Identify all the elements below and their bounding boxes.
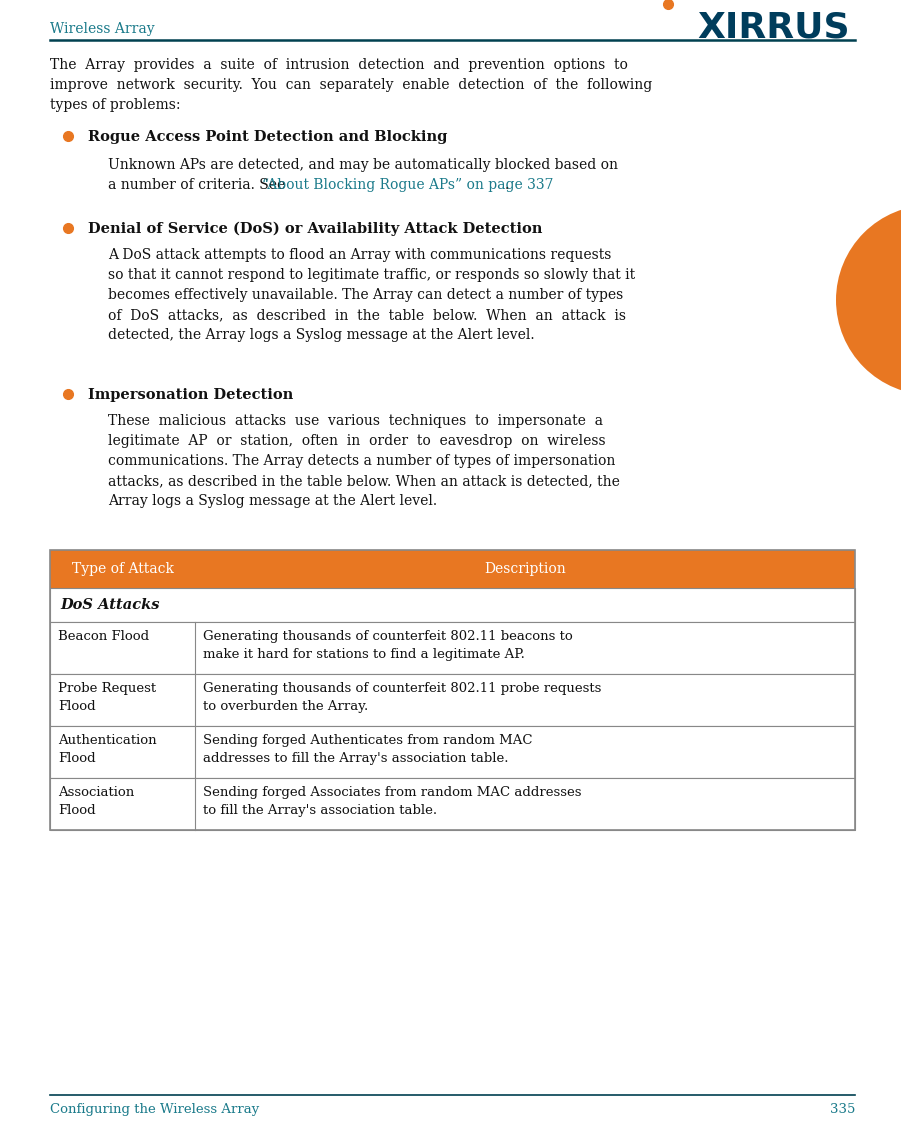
Bar [50, 778, 855, 830]
Text: communications. The Array detects a number of types of impersonation: communications. The Array detects a numb… [108, 454, 615, 468]
Text: Generating thousands of counterfeit 802.11 probe requests
to overburden the Arra: Generating thousands of counterfeit 802.… [203, 682, 601, 713]
Text: legitimate  AP  or  station,  often  in  order  to  eavesdrop  on  wireless: legitimate AP or station, often in order… [108, 434, 605, 448]
Bar [50, 550, 855, 830]
Text: 335: 335 [830, 1103, 855, 1117]
Text: Association
Flood: Association Flood [58, 786, 134, 818]
Text: Probe Request
Flood: Probe Request Flood [58, 682, 156, 713]
Bar [50, 674, 855, 727]
Text: Denial of Service (DoS) or Availability Attack Detection: Denial of Service (DoS) or Availability … [88, 222, 542, 236]
Bar [50, 588, 855, 622]
Text: Impersonation Detection: Impersonation Detection [88, 388, 293, 402]
Text: Sending forged Authenticates from random MAC
addresses to fill the Array's assoc: Sending forged Authenticates from random… [203, 735, 532, 765]
Text: The  Array  provides  a  suite  of  intrusion  detection  and  prevention  optio: The Array provides a suite of intrusion … [50, 58, 628, 72]
Text: attacks, as described in the table below. When an attack is detected, the: attacks, as described in the table below… [108, 474, 620, 488]
Text: improve  network  security.  You  can  separately  enable  detection  of  the  f: improve network security. You can separa… [50, 78, 652, 92]
Text: Configuring the Wireless Array: Configuring the Wireless Array [50, 1103, 259, 1117]
Bar [50, 727, 855, 778]
Text: of  DoS  attacks,  as  described  in  the  table  below.  When  an  attack  is: of DoS attacks, as described in the tabl… [108, 308, 626, 322]
Text: Generating thousands of counterfeit 802.11 beacons to
make it hard for stations : Generating thousands of counterfeit 802.… [203, 630, 573, 661]
Text: A DoS attack attempts to flood an Array with communications requests: A DoS attack attempts to flood an Array … [108, 248, 612, 262]
Text: so that it cannot respond to legitimate traffic, or responds so slowly that it: so that it cannot respond to legitimate … [108, 268, 635, 282]
Text: a number of criteria. See: a number of criteria. See [108, 179, 289, 192]
Text: Unknown APs are detected, and may be automatically blocked based on: Unknown APs are detected, and may be aut… [108, 158, 618, 172]
Text: These  malicious  attacks  use  various  techniques  to  impersonate  a: These malicious attacks use various tech… [108, 414, 603, 428]
Text: XIRRUS: XIRRUS [697, 10, 850, 44]
Bar [50, 550, 855, 588]
Text: detected, the Array logs a Syslog message at the Alert level.: detected, the Array logs a Syslog messag… [108, 327, 534, 342]
Text: DoS Attacks: DoS Attacks [60, 598, 159, 612]
Text: Array logs a Syslog message at the Alert level.: Array logs a Syslog message at the Alert… [108, 493, 437, 508]
Text: types of problems:: types of problems: [50, 98, 180, 113]
Bar [50, 622, 855, 674]
Text: Beacon Flood: Beacon Flood [58, 630, 150, 644]
Text: Sending forged Associates from random MAC addresses
to fill the Array's associat: Sending forged Associates from random MA… [203, 786, 581, 818]
Text: Type of Attack: Type of Attack [71, 562, 174, 576]
Text: Wireless Array: Wireless Array [50, 22, 155, 36]
Text: Description: Description [484, 562, 566, 576]
Text: becomes effectively unavailable. The Array can detect a number of types: becomes effectively unavailable. The Arr… [108, 288, 623, 302]
Text: .: . [505, 179, 509, 192]
Text: “About Blocking Rogue APs” on page 337: “About Blocking Rogue APs” on page 337 [262, 179, 553, 192]
Wedge shape [836, 205, 901, 395]
Text: Authentication
Flood: Authentication Flood [58, 735, 157, 765]
Text: Rogue Access Point Detection and Blocking: Rogue Access Point Detection and Blockin… [88, 130, 448, 144]
